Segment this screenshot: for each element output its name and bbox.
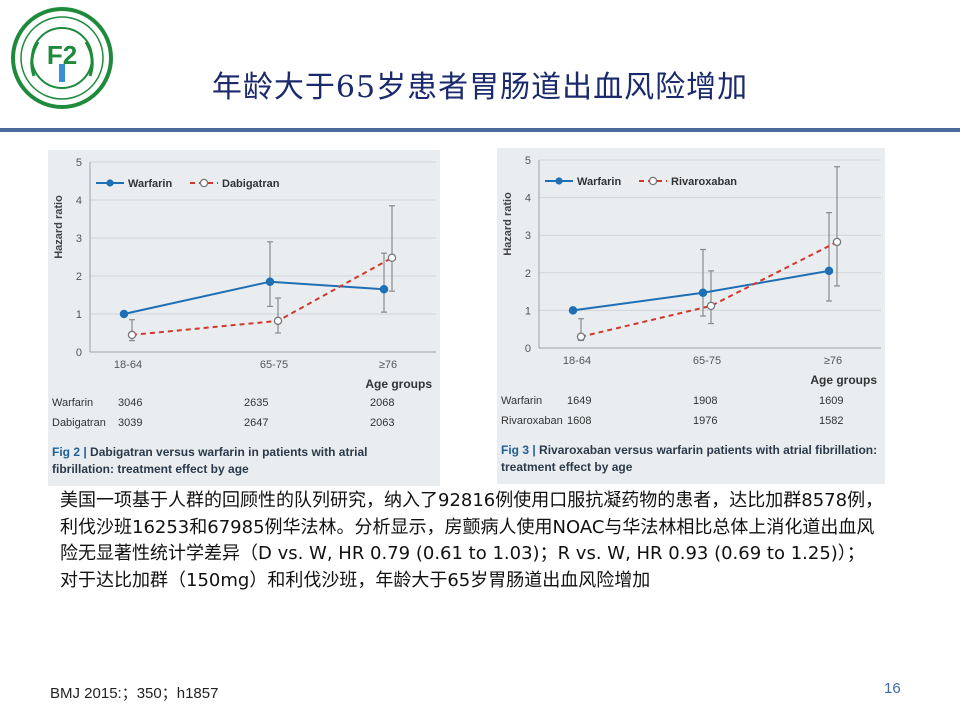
data-point (832, 237, 842, 247)
data-point (576, 332, 586, 341)
data-point (824, 266, 834, 276)
x-tick-label: 65-75 (693, 355, 721, 367)
y-axis-label: Hazard ratio (53, 195, 65, 259)
table-row-label: Warfarin (52, 397, 93, 409)
caption-label: Fig 2 | (52, 445, 87, 459)
series-line (580, 241, 838, 338)
table-cell: 3039 (118, 417, 142, 429)
figure-rivaroxaban: 0 1 2 3 4 5 Hazard ratio Warfarin Rivaroxaban … (497, 148, 885, 484)
series-line (131, 256, 393, 336)
table-cell: 1608 (567, 415, 591, 427)
body-paragraph: 美国一项基于人群的回顾性的队列研究，纳入了92816例使用口服抗凝药物的患者，达… (60, 490, 884, 564)
legend-label: Dabigatran (222, 178, 280, 190)
legend-label: Warfarin (128, 178, 172, 190)
data-point (698, 288, 708, 297)
y-tick-label: 0 (76, 347, 82, 359)
page-number: 16 (884, 680, 901, 697)
data-point (706, 301, 716, 311)
data-point (379, 285, 389, 294)
table-row-label: Rivaroxaban (501, 415, 563, 427)
body-text: 美国一项基于人群的回顾性的队列研究，纳入了92816例使用口服抗凝药物的患者，达… (60, 488, 890, 594)
y-tick-label: 5 (525, 155, 531, 167)
caption-text: Dabigatran versus warfarin in patients w… (52, 445, 368, 476)
legend-marker (199, 178, 209, 188)
table-row-label: Dabigatran (52, 417, 106, 429)
legend-marker (106, 179, 114, 187)
legend-label: Warfarin (577, 176, 621, 188)
data-point (265, 277, 275, 286)
logo-mark: F2 (47, 40, 77, 70)
slide-title: 年龄大于65岁患者胃肠道出血风险增加 (211, 70, 749, 105)
table-cell: 3046 (118, 397, 142, 409)
x-tick-label: ≥76 (824, 355, 842, 367)
table-cell: 2647 (244, 417, 268, 429)
x-axis-label: Age groups (365, 377, 432, 391)
y-tick-label: 4 (525, 193, 531, 205)
data-point (119, 309, 129, 319)
citation: BMJ 2015:；350；h1857 (50, 685, 219, 702)
y-tick-label: 3 (525, 230, 531, 242)
y-tick-label: 2 (525, 268, 531, 280)
x-tick-label: 18-64 (563, 355, 591, 367)
legend-label: Rivaroxaban (671, 176, 737, 188)
table-cell: 1908 (693, 395, 717, 407)
x-tick-label: 65-75 (260, 359, 288, 371)
table-cell: 2068 (370, 397, 394, 409)
title-divider (0, 128, 960, 132)
y-tick-label: 0 (525, 343, 531, 355)
data-point (127, 330, 137, 340)
data-point (273, 316, 283, 326)
table-cell: 2063 (370, 417, 394, 429)
legend-marker (555, 177, 563, 185)
table-cell: 2635 (244, 397, 268, 409)
hospital-logo: F2 (11, 7, 113, 109)
caption-label: Fig 3 | (501, 443, 536, 457)
figure-caption: Fig 2 | Dabigatran versus warfarin in pa… (52, 444, 432, 478)
y-axis-label: Hazard ratio (502, 192, 514, 256)
y-tick-label: 2 (76, 271, 82, 283)
series-line (123, 280, 385, 315)
x-tick-label: 18-64 (114, 359, 142, 371)
caption-text: Rivaroxaban versus warfarin patients wit… (501, 443, 878, 474)
y-tick-label: 3 (76, 233, 82, 245)
figure-caption: Fig 3 | Rivaroxaban versus warfarin pati… (501, 442, 881, 476)
y-tick-label: 5 (76, 157, 82, 169)
y-tick-label: 1 (525, 305, 531, 317)
table-cell: 1649 (567, 395, 591, 407)
figure-dabigatran: 0 1 2 3 4 5 Hazard ratio Warfarin Dabigatran 1… (48, 150, 440, 486)
legend-marker (648, 176, 658, 186)
table-cell: 1976 (693, 415, 717, 427)
body-paragraph: 对于达比加群（150mg）和利伐沙班，年龄大于65岁胃肠道出血风险增加 (60, 569, 651, 591)
table-row-label: Warfarin (501, 395, 542, 407)
table-cell: 1582 (819, 415, 843, 427)
x-axis-label: Age groups (810, 373, 877, 387)
y-tick-label: 4 (76, 195, 82, 207)
data-point (568, 306, 578, 315)
table-cell: 1609 (819, 395, 843, 407)
x-tick-label: ≥76 (379, 359, 397, 371)
y-tick-label: 1 (76, 309, 82, 321)
data-point (387, 253, 397, 263)
chart-dabigatran: 0 1 2 3 4 5 Hazard ratio Warfarin Dabigatran 1… (52, 157, 436, 429)
